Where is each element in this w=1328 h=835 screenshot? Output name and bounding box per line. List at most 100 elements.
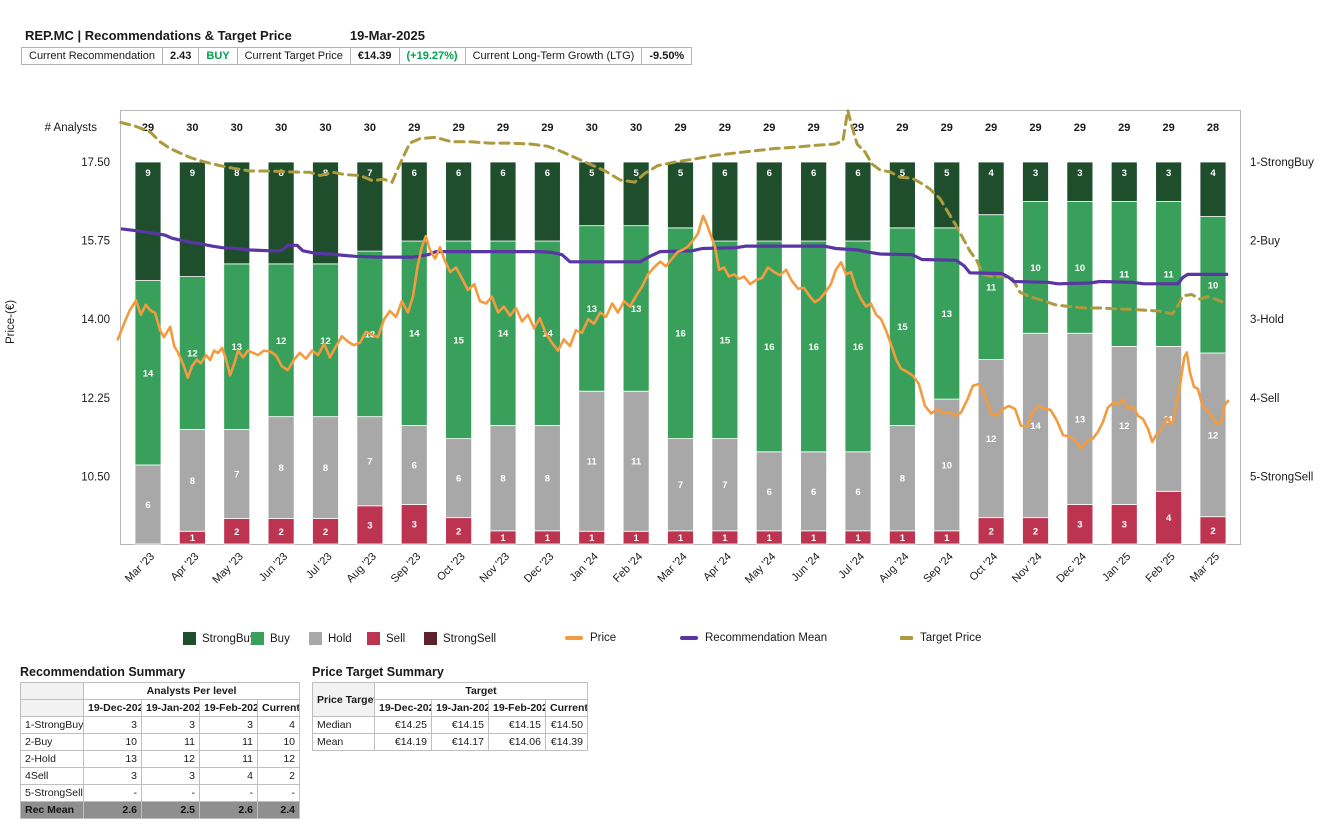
bar-segment-hold xyxy=(356,416,384,507)
x-axis-month-label: Jan '25 xyxy=(1100,551,1133,584)
segment-count-label: 1 xyxy=(545,533,551,544)
segment-count-label: 4 xyxy=(1210,168,1216,179)
bar-segment-strongbuy xyxy=(1066,161,1094,202)
bar-segment-strongbuy xyxy=(755,161,783,242)
segment-count-label: 2 xyxy=(1210,526,1215,537)
x-axis-month-label: Jun '24 xyxy=(789,551,822,584)
y-axis-title: Price-(€) xyxy=(5,300,17,344)
segment-count-label: 3 xyxy=(1122,520,1127,531)
bar-segment-strongbuy xyxy=(800,161,828,242)
segment-count-label: 6 xyxy=(412,168,417,179)
recommendation-mean-line xyxy=(120,227,1229,286)
table-row: 2-Buy 10 11 11 10 xyxy=(20,733,301,751)
segment-count-label: 13 xyxy=(941,309,952,320)
segment-count-label: 6 xyxy=(722,168,727,179)
segment-count-label: 1 xyxy=(900,533,906,544)
bar-segment-strongbuy xyxy=(844,161,872,242)
segment-count-label: 9 xyxy=(145,168,150,179)
bar-segment-buy xyxy=(800,240,828,453)
legend-item-buy: Buy xyxy=(251,632,290,645)
bar-segment-sell xyxy=(1199,516,1227,545)
x-axis-month-label: Aug '23 xyxy=(344,551,379,586)
bar-segment-hold xyxy=(178,428,206,532)
rec-mean-row: Rec Mean 2.6 2.5 2.6 2.4 xyxy=(20,801,301,819)
segment-count-label: 8 xyxy=(278,168,283,179)
bar-segment-hold xyxy=(578,390,606,532)
segment-count-label: 5 xyxy=(589,168,595,179)
segment-count-label: 7 xyxy=(367,168,372,179)
segment-count-label: 13 xyxy=(1075,414,1086,425)
legend-item-strongsell: StrongSell xyxy=(424,632,496,645)
legend-label: StrongBuy xyxy=(202,632,256,645)
x-axis-month-label: Apr '24 xyxy=(701,551,734,584)
bar-segment-sell xyxy=(267,518,295,545)
current-target-price-value: €14.39 xyxy=(349,47,400,65)
bar-segment-hold xyxy=(622,390,650,532)
bar-segment-hold xyxy=(312,416,339,519)
segment-count-label: 6 xyxy=(767,487,772,498)
bar-segment-hold xyxy=(134,464,162,545)
price-line xyxy=(116,214,1230,450)
segment-count-label: 3 xyxy=(1077,520,1082,531)
segment-count-label: 5 xyxy=(678,168,684,179)
price-target-title: Price Target Summary xyxy=(312,665,444,679)
table-row: 4Sell 3 3 4 2 xyxy=(20,767,301,785)
bar-segment-sell xyxy=(223,518,251,545)
segment-count-label: 6 xyxy=(500,168,505,179)
segment-count-label: 12 xyxy=(187,349,198,360)
bar-segment-hold xyxy=(667,438,694,532)
bar-segment-hold xyxy=(489,425,517,532)
report-date: 19-Mar-2025 xyxy=(349,28,425,43)
x-axis-month-label: Dec '23 xyxy=(522,551,557,586)
bar-segment-strongbuy xyxy=(933,161,961,229)
table-row: 19-Dec-2024 19-Jan-2025 19-Feb-2025 Curr… xyxy=(20,699,301,717)
bar-segment-strongbuy xyxy=(178,161,206,277)
analyst-count: 29 xyxy=(985,122,997,134)
segment-count-label: 2 xyxy=(988,526,993,537)
analyst-count: 29 xyxy=(453,122,465,134)
x-axis-month-label: Oct '23 xyxy=(435,551,468,584)
segment-count-label: 14 xyxy=(1030,421,1041,432)
segment-count-label: 1 xyxy=(811,533,817,544)
bar-segment-sell xyxy=(1155,490,1183,545)
segment-count-label: 12 xyxy=(320,336,331,347)
segment-count-label: 8 xyxy=(500,474,505,485)
legend-label: Recommendation Mean xyxy=(705,632,828,644)
legend-label: StrongSell xyxy=(443,632,497,645)
price-target-corner: Price Target xyxy=(312,682,375,717)
hold-swatch xyxy=(309,632,322,645)
bar-segment-buy xyxy=(755,240,783,453)
segment-count-label: 7 xyxy=(234,469,239,480)
x-axis-month-label: Feb '24 xyxy=(611,551,645,585)
segment-count-label: 4 xyxy=(1166,513,1172,524)
plot-border xyxy=(120,110,1241,545)
segment-count-label: 7 xyxy=(367,457,372,468)
bar-segment-strongbuy xyxy=(1155,161,1183,202)
bar-segment-strongbuy xyxy=(356,161,384,252)
bar-segment-sell xyxy=(1066,504,1094,545)
analyst-count: 29 xyxy=(1118,122,1130,134)
recmean-line-swatch xyxy=(680,636,698,640)
bar-segment-hold xyxy=(1110,346,1138,505)
segment-count-label: 3 xyxy=(1122,168,1127,179)
target-line-swatch xyxy=(900,636,913,640)
bar-segment-buy xyxy=(178,276,206,430)
segment-count-label: 8 xyxy=(190,476,195,487)
bar-segment-strongbuy xyxy=(1199,161,1227,217)
segment-count-label: 11 xyxy=(986,283,997,294)
segment-count-label: 13 xyxy=(231,342,242,353)
buy-swatch xyxy=(251,632,264,645)
right-axis-label: 2-Buy xyxy=(1250,236,1280,248)
segment-count-label: 3 xyxy=(412,520,417,531)
segment-count-label: 1 xyxy=(767,533,773,544)
table-row: Mean €14.19 €14.17 €14.06 €14.39 xyxy=(312,733,588,751)
x-axis-month-label: Mar '25 xyxy=(1188,551,1222,585)
segment-count-label: 11 xyxy=(1164,269,1175,280)
x-axis-month-label: Mar '23 xyxy=(123,551,157,585)
segment-count-label: 9 xyxy=(190,168,195,179)
segment-count-label: 1 xyxy=(500,533,506,544)
segment-count-label: 12 xyxy=(986,434,997,445)
legend-item-recmean: Recommendation Mean xyxy=(680,632,827,644)
y-axis-tick: 12.25 xyxy=(81,393,110,405)
current-summary-bar: Current Recommendation 2.43 BUY Current … xyxy=(21,47,693,65)
